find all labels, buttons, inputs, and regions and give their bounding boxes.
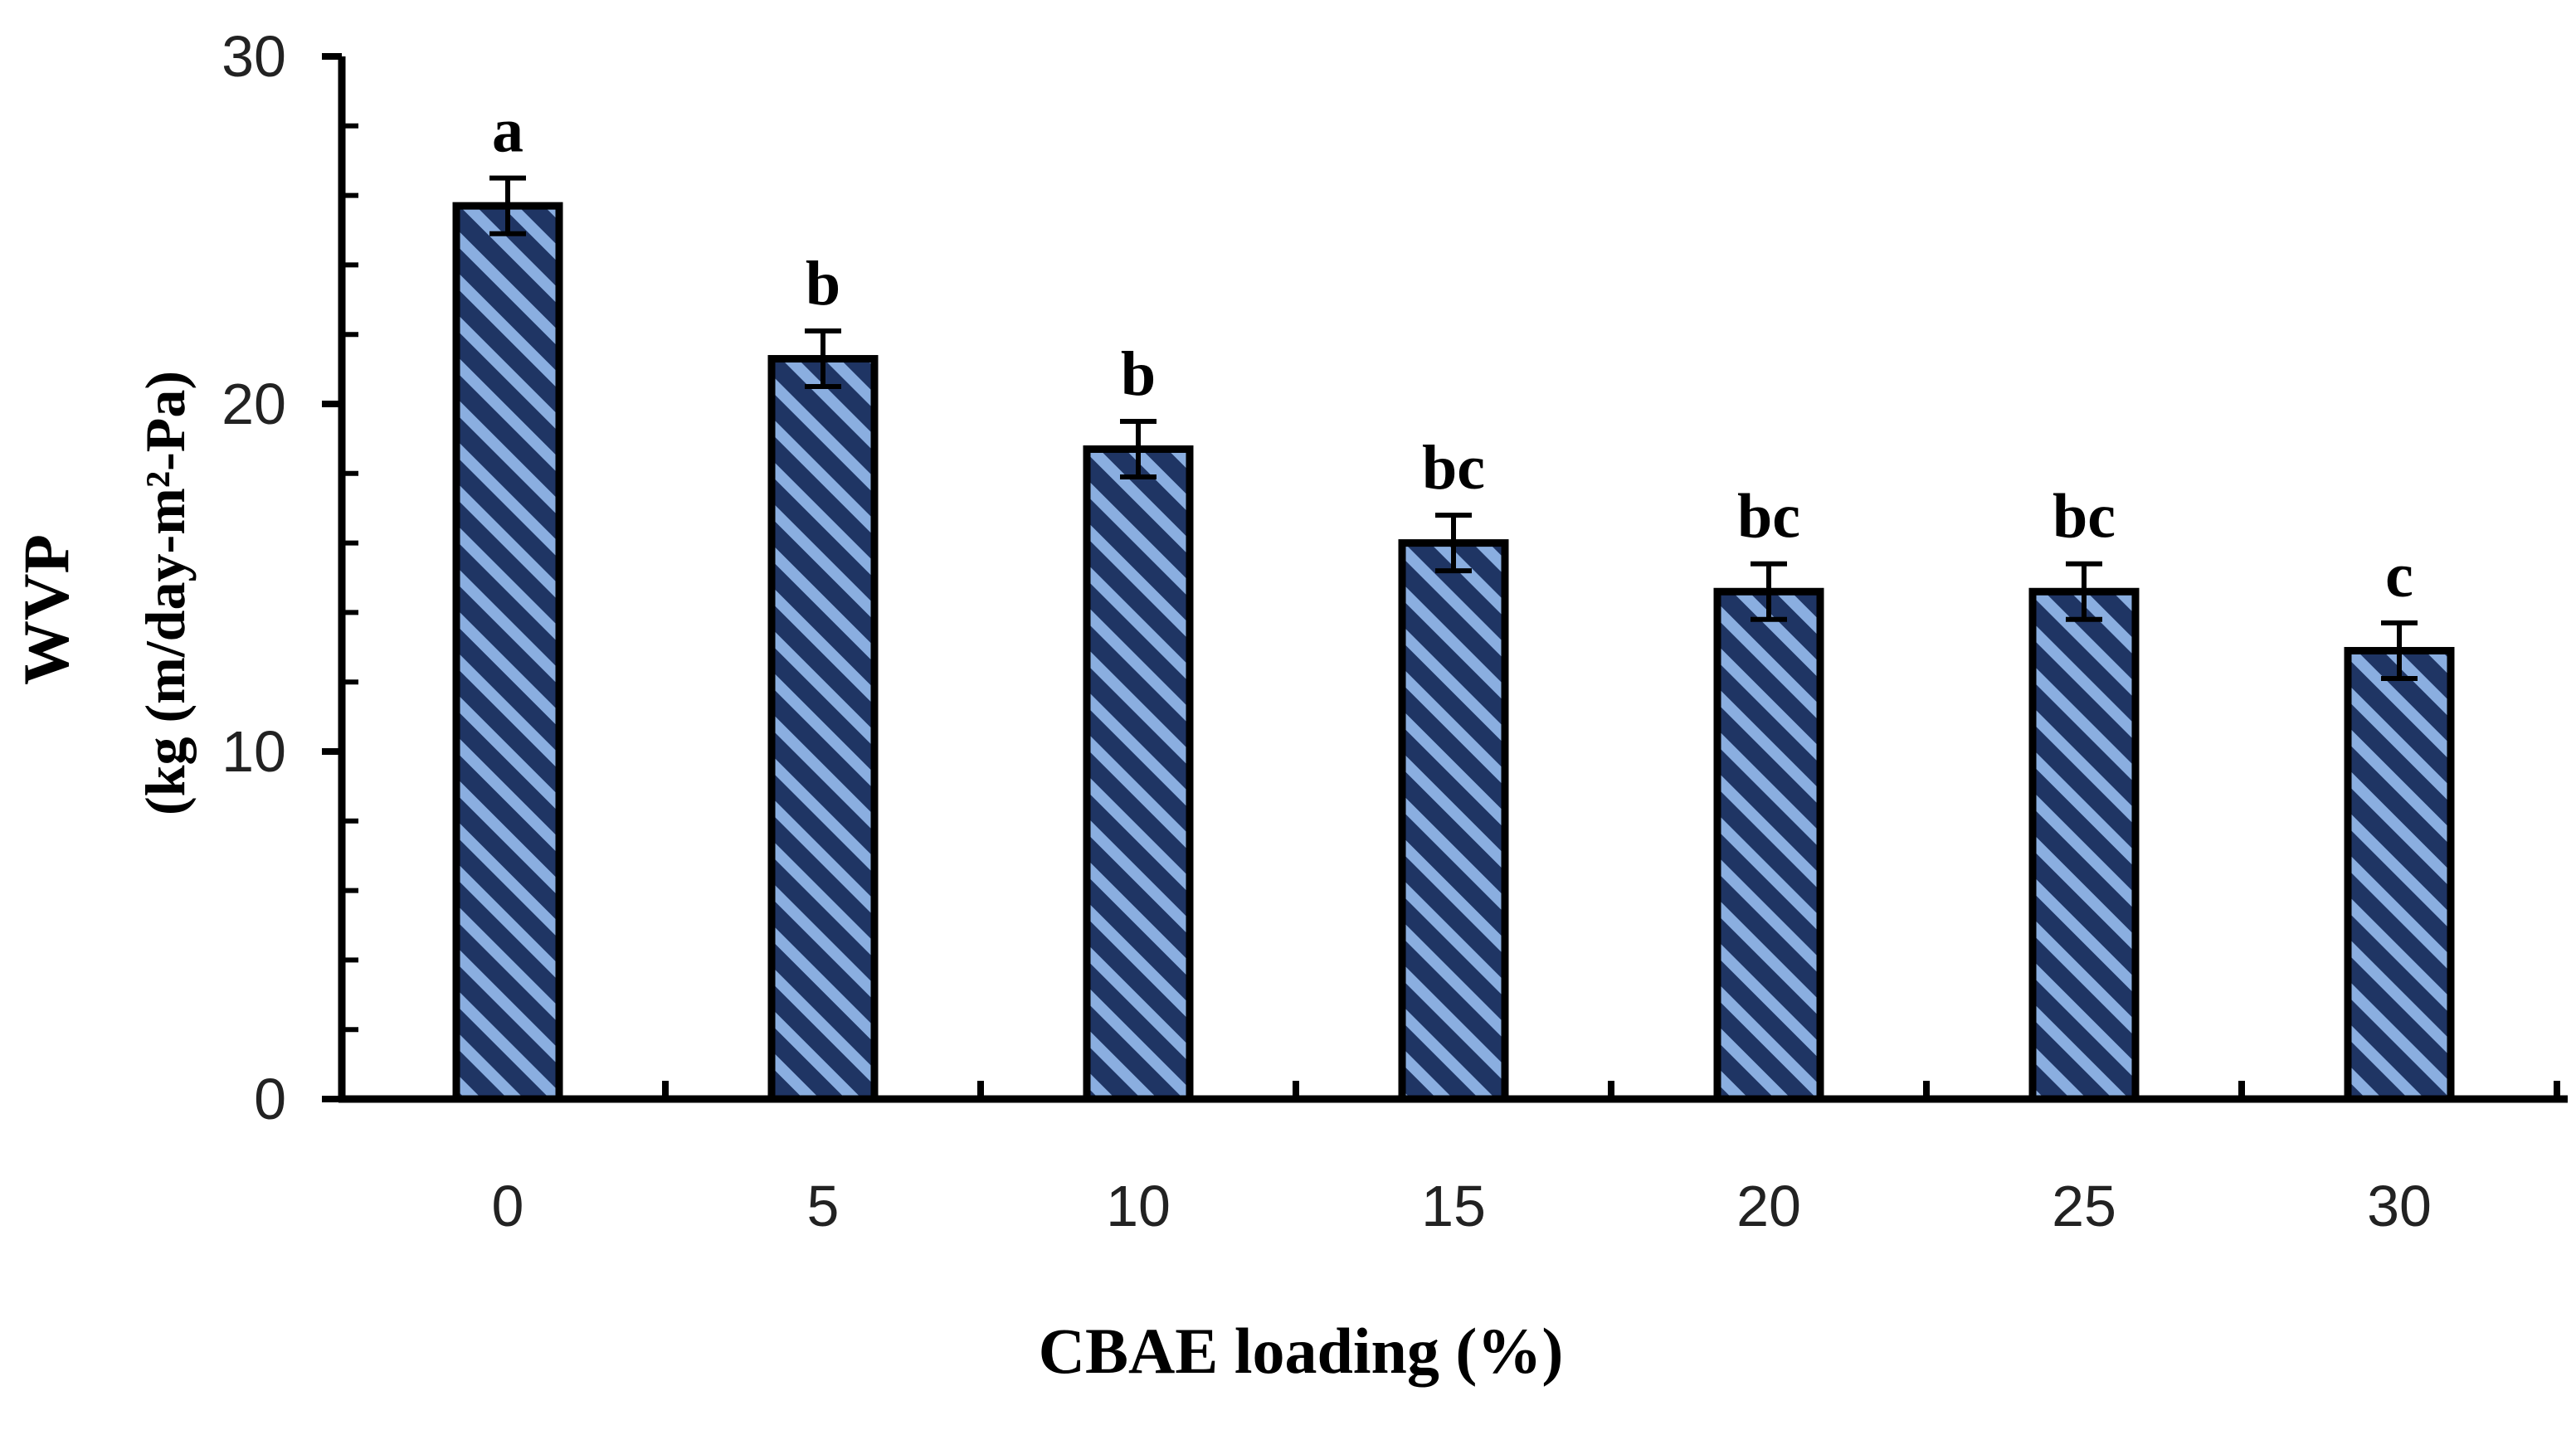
bar [1713,587,1824,1103]
x-tick-label: 30 [2367,1174,2432,1238]
bar [1398,539,1509,1103]
significance-label: bc [1737,482,1800,552]
significance-label: bc [1422,433,1485,503]
significance-label: b [1121,339,1156,409]
x-tick-label: 0 [492,1174,524,1238]
x-axis-title: CBAE loading (%) [1039,1315,1564,1387]
x-tick-label: 25 [2052,1174,2116,1238]
y-axis-title-line1: WVP [10,534,82,685]
y-tick-label: 0 [254,1067,286,1131]
bar [1083,445,1194,1103]
x-tick-label: 20 [1736,1174,1801,1238]
significance-label: bc [2053,482,2116,552]
x-tick-label: 15 [1421,1174,1486,1238]
axes-layer [322,53,2568,1103]
y-tick-label: 10 [222,719,286,784]
bars-layer [452,202,2455,1103]
bar [767,355,879,1103]
y-tick-label: 20 [222,372,286,436]
bar [2344,646,2455,1103]
bar [2028,587,2140,1103]
significance-label: a [492,96,523,166]
y-tick-label: 30 [222,24,286,89]
significance-label: b [806,249,840,319]
x-tick-label: 10 [1106,1174,1171,1238]
significance-label: c [2385,541,2413,610]
y-axis-title-line2: (kg (m/day-m²-Pa) [134,371,197,815]
x-tick-label: 5 [807,1174,840,1238]
labels-layer: a 0 b 5 b 10 bc 15 bc 20 bc 25 c 30 0 10 20 30 [222,24,2432,1238]
bar [452,202,563,1103]
error-bars-layer [489,175,2418,682]
